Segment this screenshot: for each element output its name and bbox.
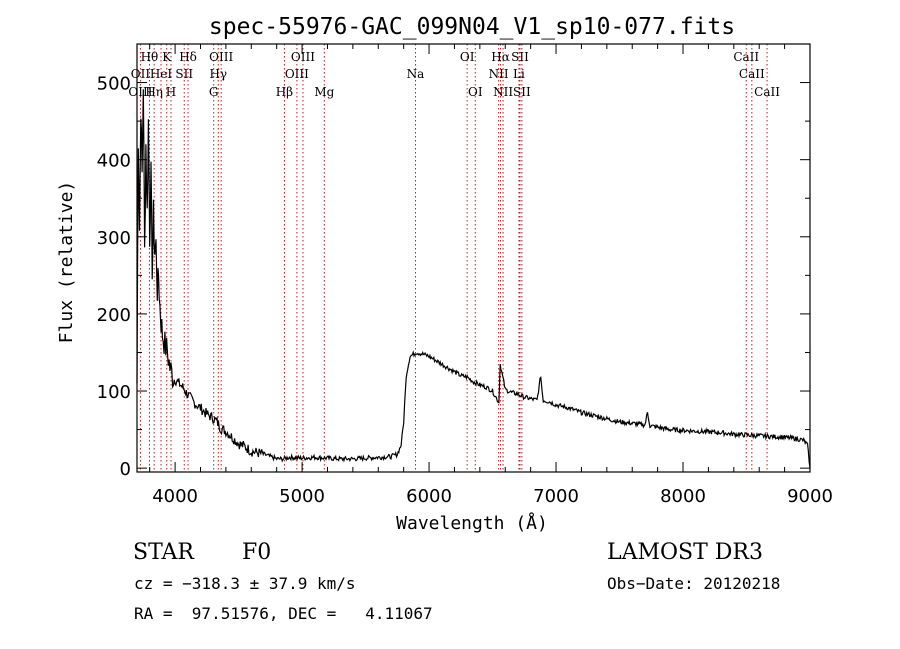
coordinates: RA = 97.51576, DEC = 4.11067 (134, 604, 433, 623)
y-tick-label-3: 300 (97, 228, 131, 249)
line-label-3: OIII (209, 50, 233, 64)
line-label-18: OIII (128, 85, 152, 99)
spectrum-chart: 4000 5000 6000 7000 8000 9000 0 100 200 300 400 500… (56, 14, 833, 534)
line-label-14: Na (407, 67, 425, 81)
line-label-24: OI (468, 85, 483, 99)
line-label-2: Hδ (179, 50, 197, 64)
x-tick-label-2: 6000 (406, 486, 452, 507)
line-label-12: Hγ (209, 67, 227, 81)
line-label-11: SII (175, 67, 193, 81)
line-label-0: Hθ (141, 50, 159, 64)
y-tick-label-2: 200 (97, 305, 131, 326)
line-label-26: SII (513, 85, 531, 99)
line-label-4: OIII (291, 50, 315, 64)
y-tick-label-4: 400 (97, 151, 131, 172)
x-tick-label-5: 9000 (787, 486, 833, 507)
plot-frame (136, 43, 811, 473)
line-label-10: HeI (150, 67, 173, 81)
observation-date: Obs−Date: 20120218 (607, 574, 781, 593)
x-tick-label-4: 8000 (660, 486, 706, 507)
x-tick-label-3: 7000 (533, 486, 579, 507)
line-label-15: NII (489, 67, 509, 81)
line-label-17: CaII (739, 67, 765, 81)
survey-name: LAMOST DR3 (607, 540, 763, 565)
object-subclass: F0 (242, 540, 272, 565)
line-label-8: CaII (733, 50, 759, 64)
x-tick-label-1: 5000 (279, 486, 325, 507)
line-label-13: OIII (285, 67, 309, 81)
chart-title: spec-55976-GAC_099N04_V1_sp10-077.fits (209, 14, 735, 40)
redshift-cz: cz = −318.3 ± 37.9 km/s (134, 574, 356, 593)
line-label-22: Hβ (276, 85, 293, 99)
x-axis-label: Wavelength (Å) (396, 512, 548, 534)
y-tick-label-1: 100 (97, 382, 131, 403)
line-label-27: CaII (754, 85, 780, 99)
spectrum-line (136, 89, 811, 469)
axis-ticks: 4000 5000 6000 7000 8000 9000 0 100 200 300 400 500 (97, 43, 833, 507)
line-label-5: OI (460, 50, 475, 64)
x-tick-label-0: 4000 (152, 486, 198, 507)
line-label-25: NII (493, 85, 513, 99)
line-label-21: G (209, 85, 219, 99)
y-tick-label-0: 0 (120, 459, 131, 480)
line-label-20: H (166, 85, 176, 99)
y-axis-label: Flux (relative) (56, 181, 77, 344)
line-label-9: OII (131, 67, 151, 81)
line-label-7: SII (511, 50, 529, 64)
y-tick-label-5: 500 (97, 74, 131, 95)
line-label-23: Mg (314, 85, 334, 99)
emission-line-markers (139, 44, 768, 472)
line-label-6: Hα (491, 50, 510, 64)
line-label-1: K (162, 50, 172, 64)
line-label-16: Li (513, 67, 525, 81)
object-class: STAR (133, 540, 194, 565)
line-label-19: Hη (145, 85, 163, 99)
